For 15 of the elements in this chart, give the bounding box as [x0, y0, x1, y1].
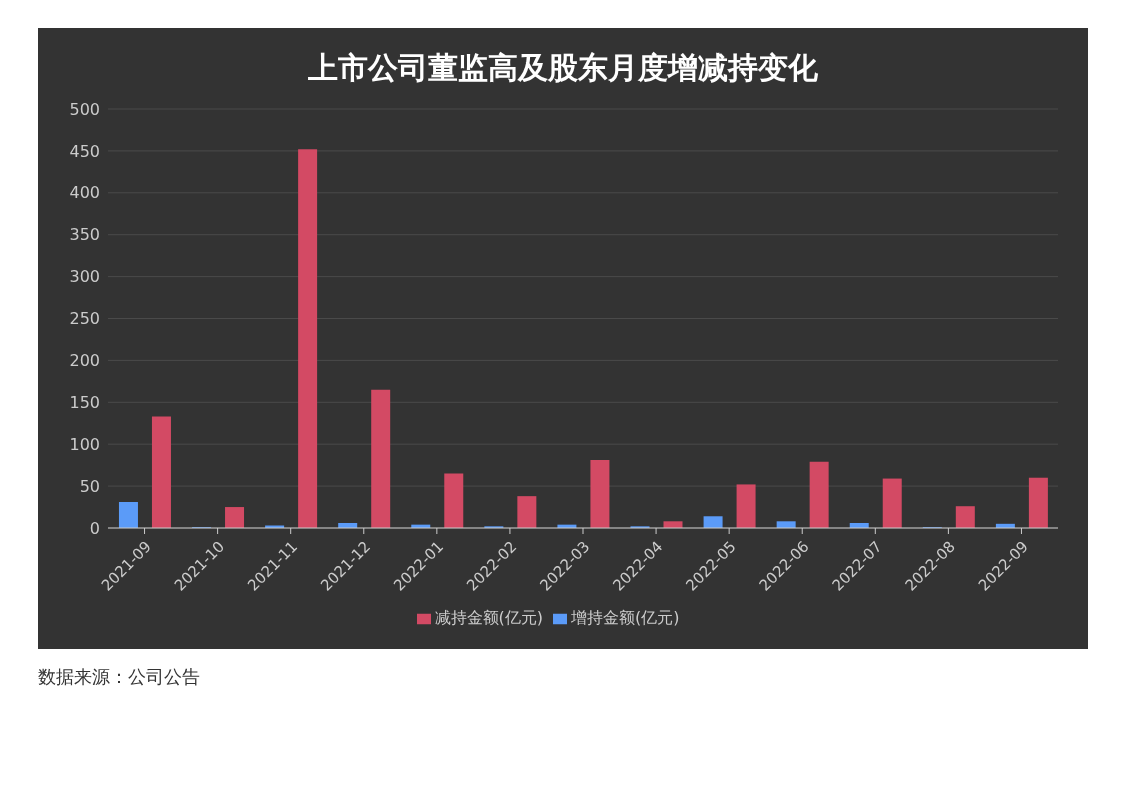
y-tick-label: 50: [79, 476, 100, 496]
y-tick-label: 250: [69, 309, 100, 329]
y-tick-label: 350: [69, 225, 100, 245]
source-note: 数据来源：公司公告: [38, 665, 201, 689]
y-tick-label: 0: [89, 518, 100, 538]
legend-label: 增持金额(亿元): [571, 608, 680, 627]
chart-title: 上市公司董监高及股东月度增减持变化: [307, 49, 819, 87]
y-tick-label: 500: [69, 99, 100, 119]
legend-label: 减持金额(亿元): [434, 608, 543, 627]
y-tick-label: 100: [69, 434, 100, 454]
y-tick-label: 300: [69, 267, 100, 287]
y-tick-label: 150: [69, 392, 100, 412]
y-tick-label: 200: [69, 351, 100, 371]
y-tick-label: 450: [69, 141, 100, 161]
y-tick-label: 400: [69, 183, 100, 203]
